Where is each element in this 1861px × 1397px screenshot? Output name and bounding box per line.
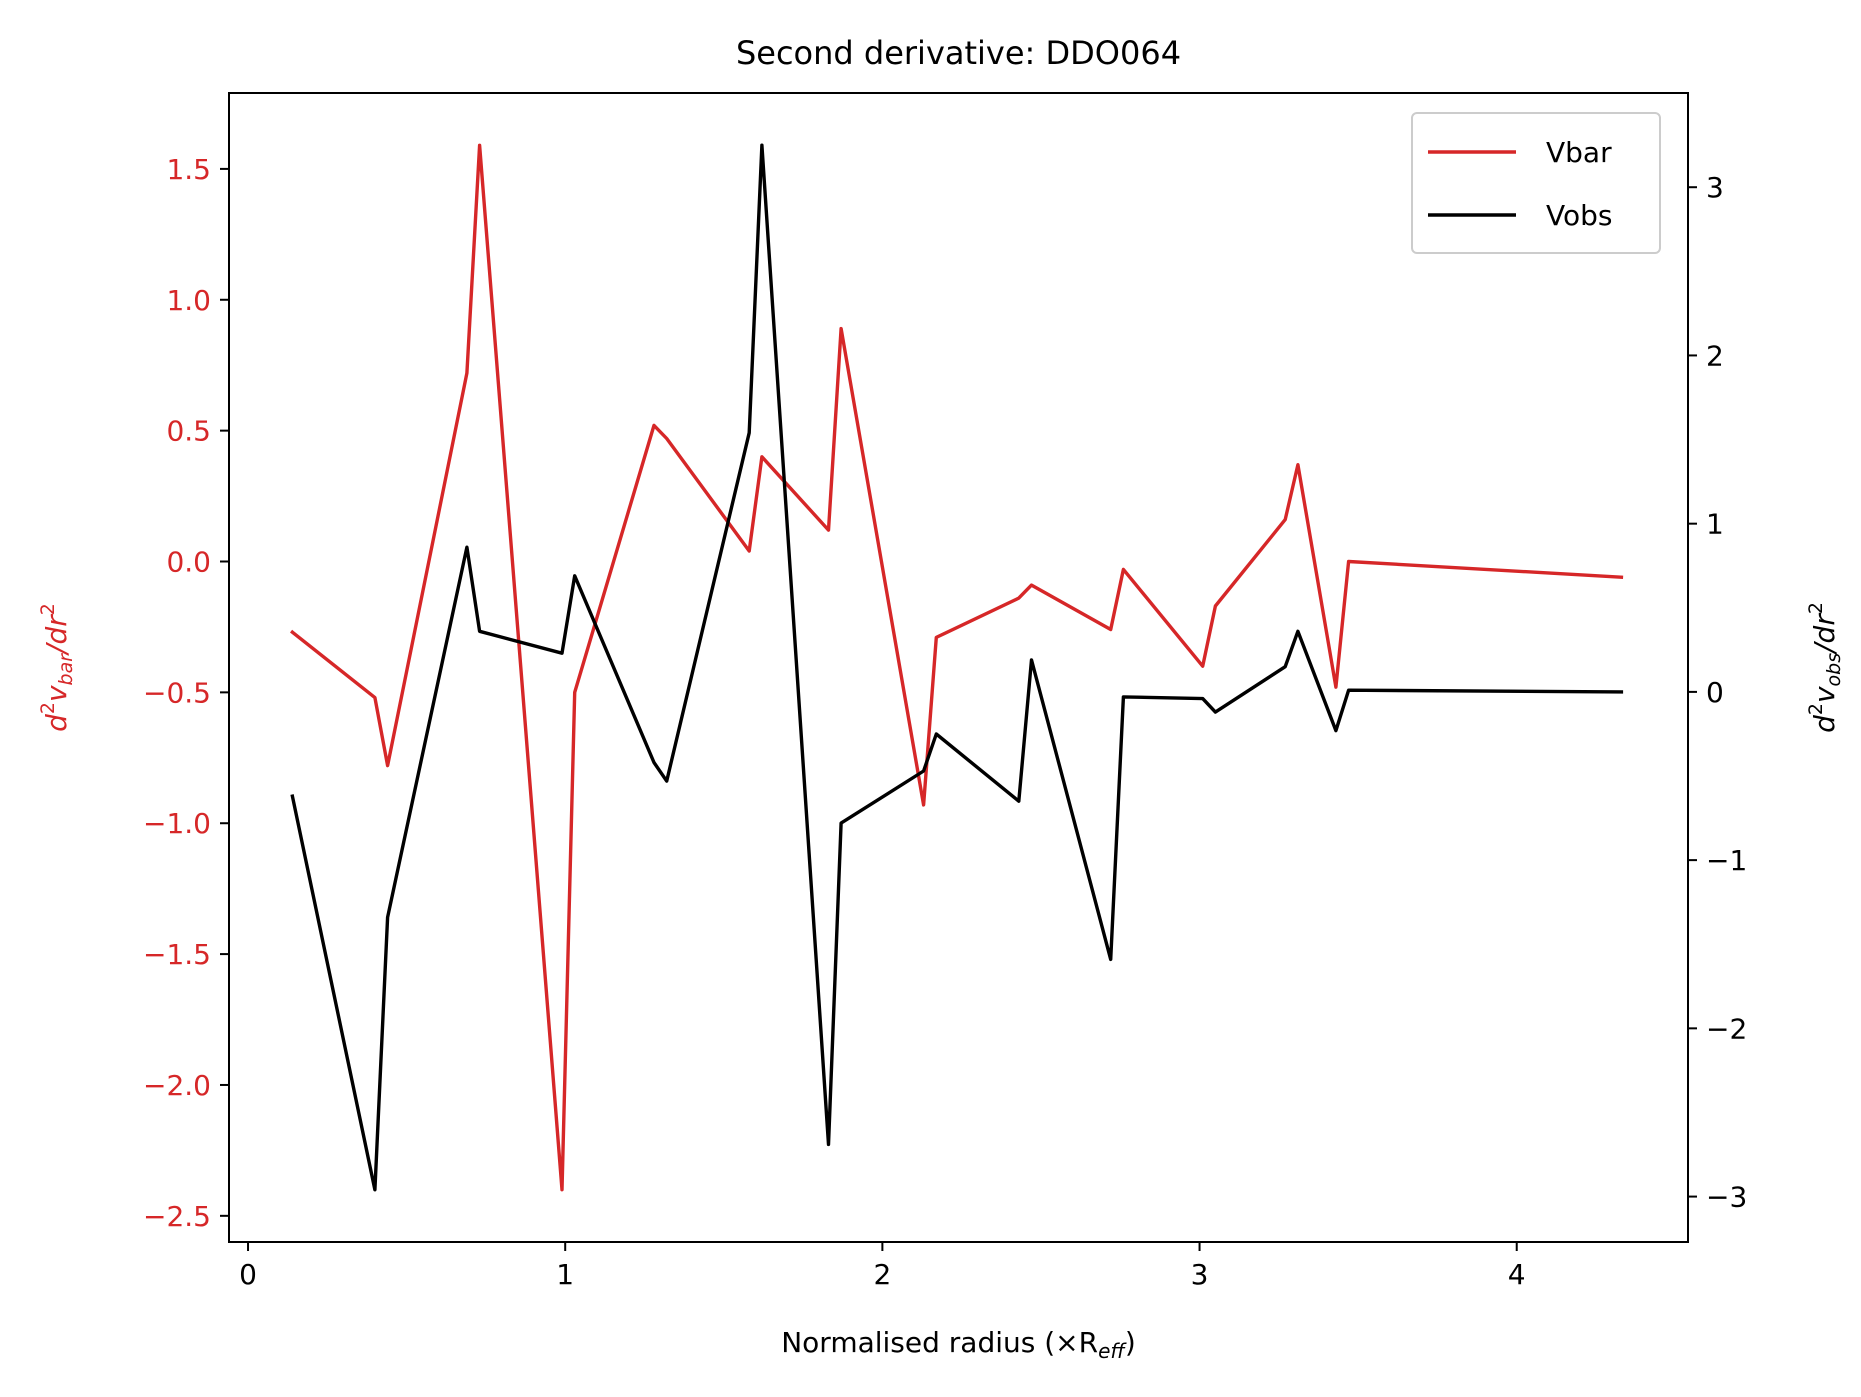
y-axis-left-label: d2vbar/dr2 <box>37 603 77 732</box>
y-right-label-v: v <box>1808 686 1841 703</box>
y-left-label-tail-sup: 2 <box>37 603 59 615</box>
y-left-label-sup: 2 <box>37 702 59 714</box>
y-left-tick-label: 0.0 <box>166 545 211 578</box>
series-layer <box>290 143 1624 1192</box>
legend-label-vobs: Vobs <box>1546 199 1612 232</box>
y-axis-left: −2.5 −2.0 −1.5 −1.0 −0.5 0.0 0.5 1.0 1.5 <box>143 153 229 1233</box>
y-left-tick-label: −1.5 <box>143 938 211 971</box>
x-tick-label: 2 <box>873 1258 891 1291</box>
y-right-label-tail-sup: 2 <box>1805 602 1827 614</box>
y-left-tick-label: 0.5 <box>166 415 211 448</box>
y-right-label-tail: /dr <box>1808 613 1841 656</box>
y-right-label-sup: 2 <box>1805 703 1827 715</box>
y-left-tick-label: −2.5 <box>143 1200 211 1233</box>
y-right-tick-label: −3 <box>1706 1181 1747 1214</box>
x-axis-label-close: ) <box>1125 1326 1136 1359</box>
plot-area <box>228 92 1689 1243</box>
y-left-label-tail: /dr <box>40 614 73 657</box>
y-right-tick-label: 2 <box>1706 339 1724 372</box>
y-right-tick-label: 0 <box>1706 676 1724 709</box>
y-left-tick-label: −1.0 <box>143 807 211 840</box>
legend: Vbar Vobs <box>1411 112 1661 254</box>
x-axis-label-subscript: eff <box>1098 1339 1127 1363</box>
series-line-vbar <box>290 143 1624 1192</box>
x-tick-label: 3 <box>1191 1258 1209 1291</box>
x-axis-label: Normalised radius (×Reff) <box>781 1326 1136 1363</box>
y-right-tick-label: 1 <box>1706 508 1724 541</box>
plot-frame <box>228 92 1689 1243</box>
chart-title: Second derivative: DDO064 <box>736 34 1181 72</box>
y-left-tick-label: 1.0 <box>166 284 211 317</box>
y-axis-right-label: d2vobs/dr2 <box>1805 602 1845 733</box>
y-left-label-v: v <box>40 685 73 702</box>
legend-label-vbar: Vbar <box>1546 136 1612 169</box>
y-left-tick-label: −0.5 <box>143 676 211 709</box>
x-axis: 0 1 2 3 4 <box>239 1242 1526 1291</box>
y-right-label-sub: obs <box>1823 653 1845 687</box>
y-axis-right: −3 −2 −1 0 1 2 3 <box>1688 171 1747 1214</box>
x-tick-label: 0 <box>239 1258 257 1291</box>
y-right-tick-label: −1 <box>1706 844 1747 877</box>
y-left-tick-label: −2.0 <box>143 1069 211 1102</box>
x-axis-label-main: Normalised radius (×R <box>781 1326 1098 1359</box>
y-left-label-sub: bar <box>55 653 77 686</box>
y-right-tick-label: −2 <box>1706 1012 1747 1045</box>
y-right-label-d: d <box>1808 715 1841 733</box>
x-tick-label: 4 <box>1508 1258 1526 1291</box>
y-left-tick-label: 1.5 <box>166 153 211 186</box>
y-left-label-d: d <box>40 714 73 732</box>
y-right-tick-label: 3 <box>1706 171 1724 204</box>
legend-box <box>1411 112 1661 254</box>
x-tick-label: 1 <box>556 1258 574 1291</box>
series-line-vobs <box>290 143 1624 1192</box>
